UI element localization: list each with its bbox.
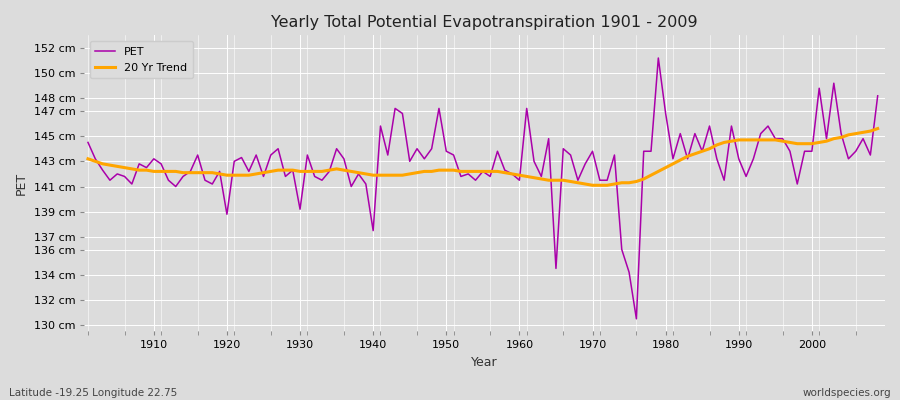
20 Yr Trend	[83, 156, 94, 161]
PET	[507, 172, 517, 176]
Text: Latitude -19.25 Longitude 22.75: Latitude -19.25 Longitude 22.75	[9, 388, 177, 398]
20 Yr Trend	[302, 169, 313, 174]
Text: worldspecies.org: worldspecies.org	[803, 388, 891, 398]
20 Yr Trend	[872, 126, 883, 131]
20 Yr Trend	[507, 172, 517, 176]
PET	[302, 153, 313, 158]
PET	[652, 56, 663, 60]
PET	[631, 316, 642, 321]
Line: 20 Yr Trend: 20 Yr Trend	[88, 128, 878, 185]
20 Yr Trend	[141, 168, 152, 172]
20 Yr Trend	[514, 173, 525, 178]
Line: PET: PET	[88, 58, 878, 319]
Legend: PET, 20 Yr Trend: PET, 20 Yr Trend	[90, 41, 193, 78]
20 Yr Trend	[609, 182, 620, 186]
X-axis label: Year: Year	[472, 356, 498, 369]
20 Yr Trend	[346, 169, 356, 174]
PET	[872, 94, 883, 98]
20 Yr Trend	[587, 183, 598, 188]
PET	[514, 178, 525, 183]
Y-axis label: PET: PET	[15, 172, 28, 195]
PET	[602, 178, 613, 183]
Title: Yearly Total Potential Evapotranspiration 1901 - 2009: Yearly Total Potential Evapotranspiratio…	[272, 15, 698, 30]
PET	[346, 184, 356, 189]
PET	[83, 140, 94, 145]
PET	[141, 165, 152, 170]
